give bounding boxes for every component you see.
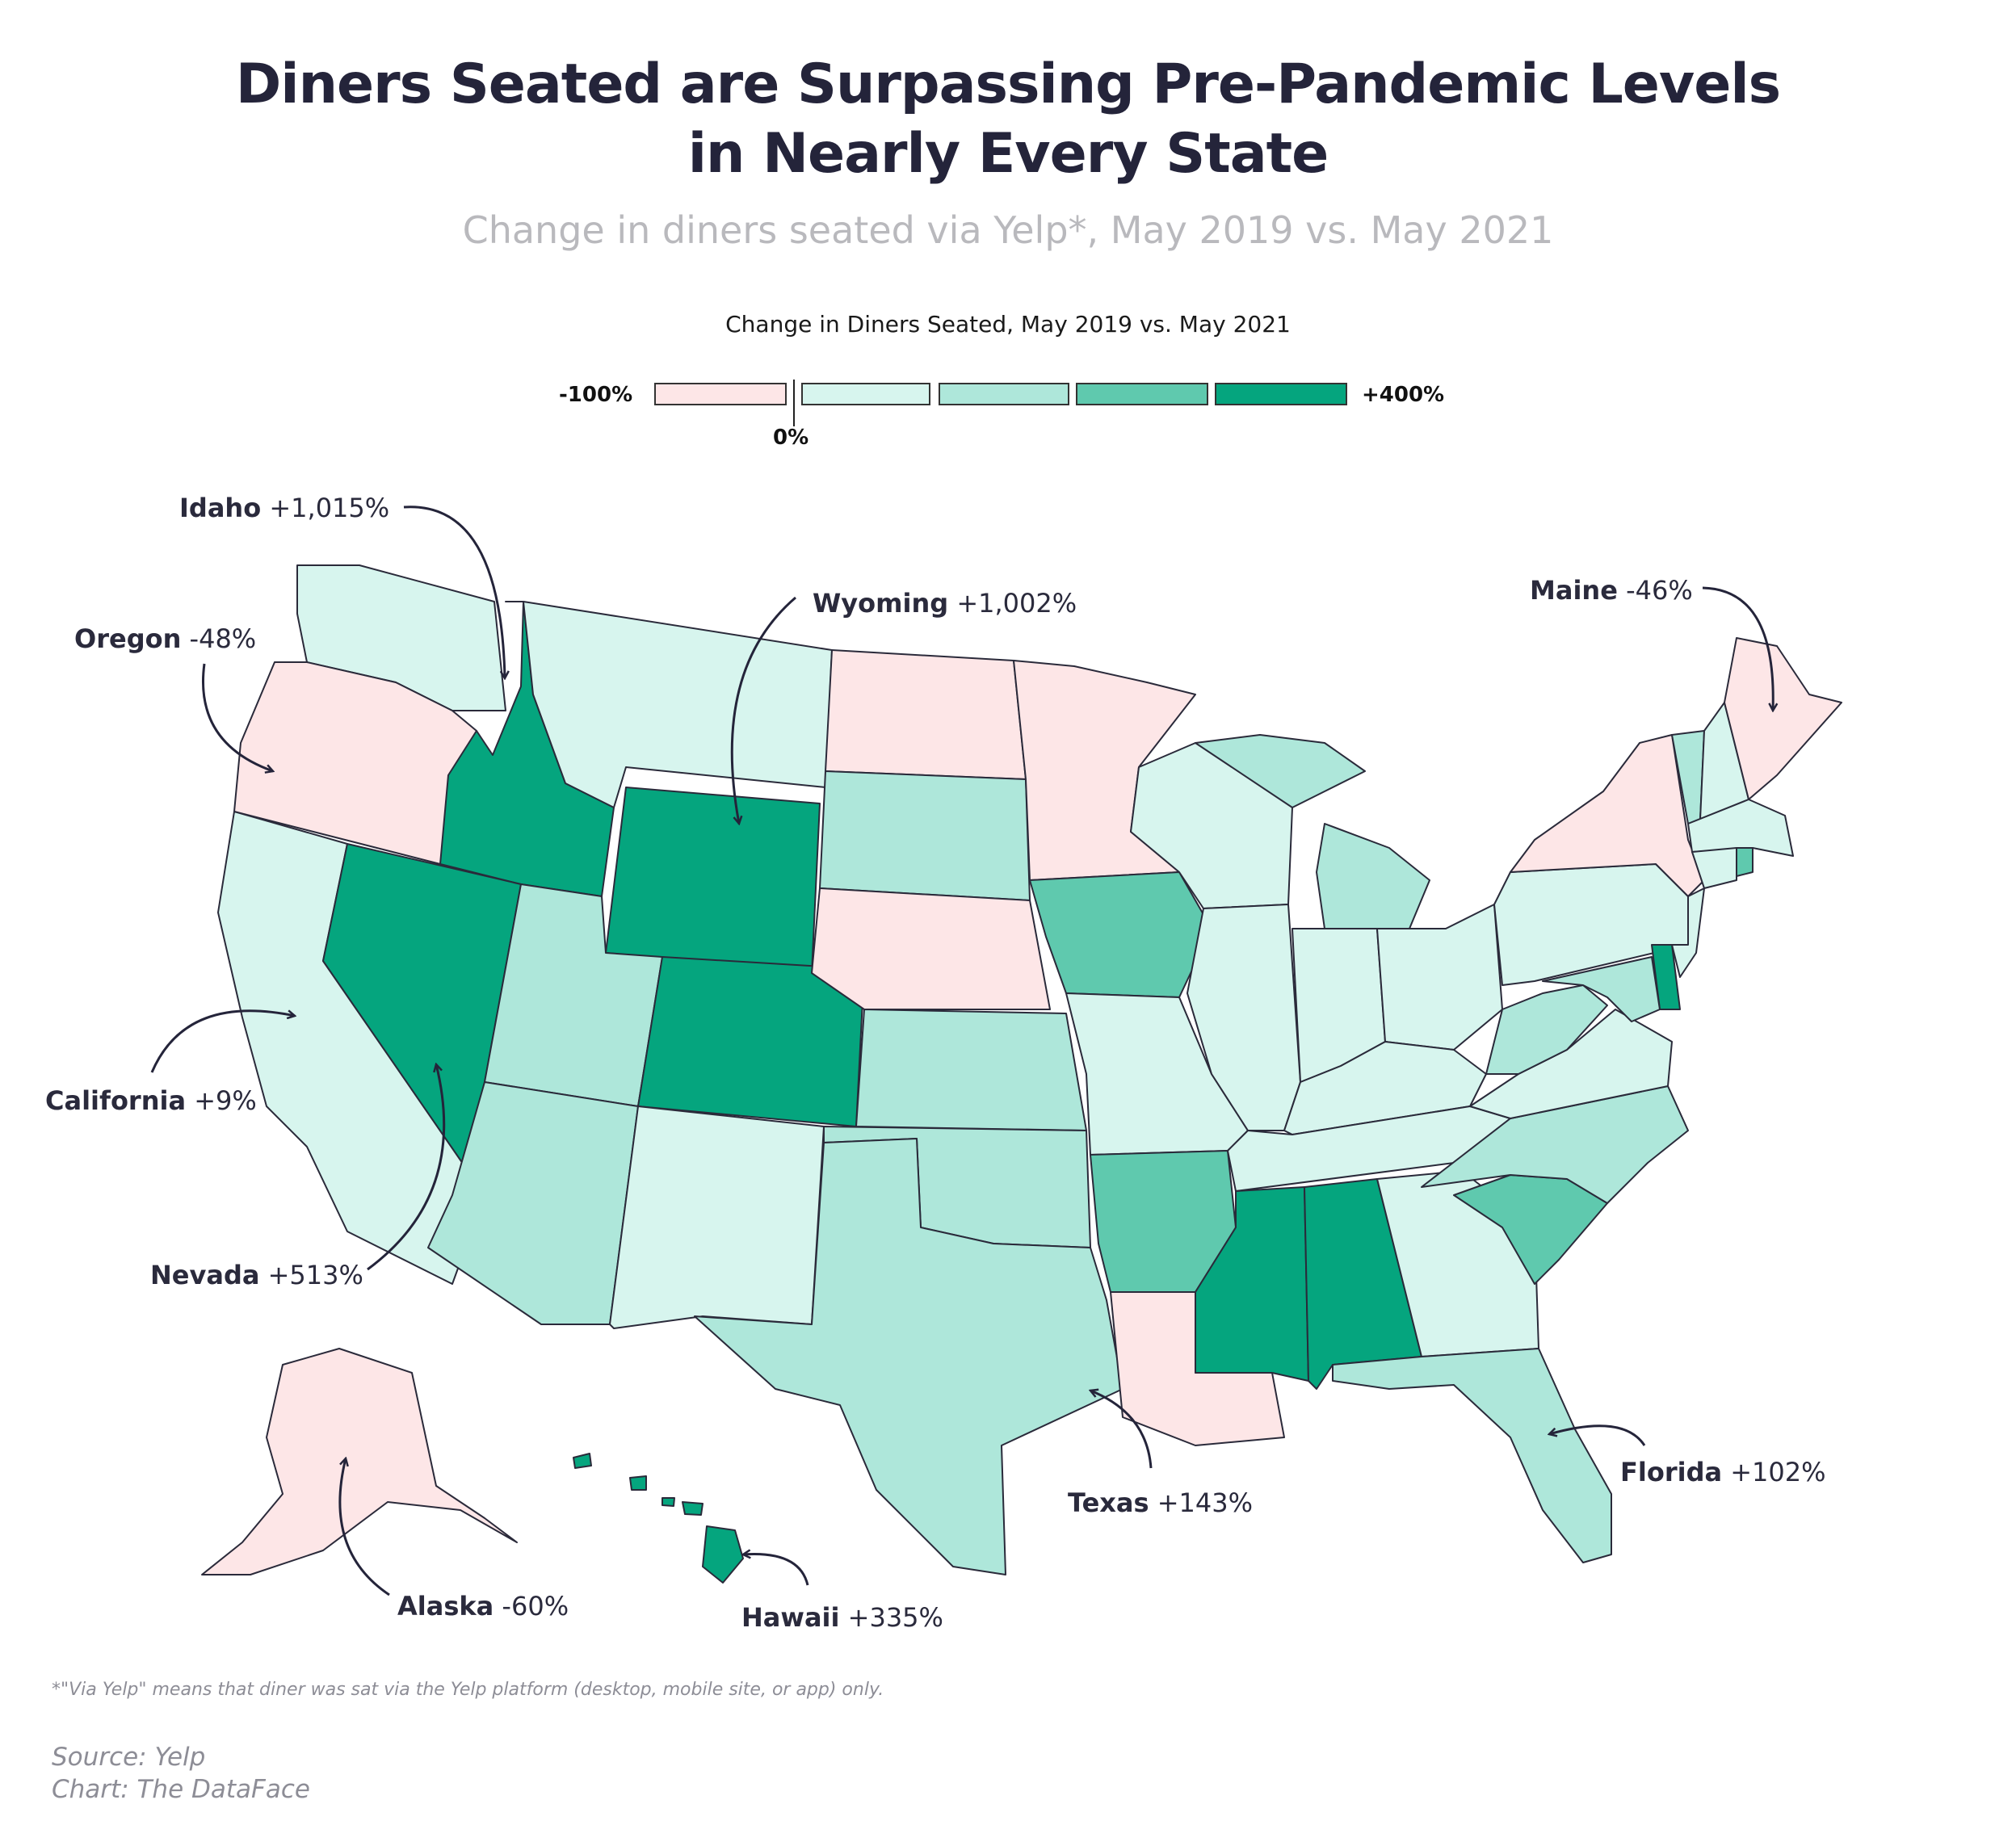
california-arrow	[150, 1011, 295, 1073]
legend-bin-2	[939, 383, 1069, 405]
legend-bin-4	[1215, 383, 1347, 405]
state-illinois	[1186, 904, 1301, 1131]
annotation-nevada: Nevada +513%	[150, 1260, 363, 1290]
legend-zero-tick	[793, 380, 795, 426]
annotation-nevada-state: Nevada	[150, 1260, 260, 1290]
state-texas	[694, 1138, 1124, 1575]
state-new-york	[1510, 734, 1705, 897]
oregon-arrow	[202, 663, 273, 771]
annotation-california-value: +9%	[194, 1085, 257, 1116]
state-new-mexico	[609, 1106, 825, 1329]
annotation-texas: Texas +143%	[1068, 1487, 1253, 1518]
annotation-wyoming: Wyoming +1,002%	[813, 588, 1077, 619]
state-rhode-island	[1736, 847, 1754, 877]
legend-title: Change in Diners Seated, May 2019 vs. Ma…	[725, 311, 1291, 338]
alaska-arrow	[338, 1458, 390, 1596]
state-south-dakota	[819, 770, 1031, 901]
legend-zero-label: 0%	[773, 426, 809, 450]
maine-arrow	[1702, 586, 1773, 711]
annotation-oregon: Oregon -48%	[74, 623, 256, 654]
legend-bin-1	[801, 383, 930, 405]
legend-bin-3	[1076, 383, 1208, 405]
annotation-wyoming-state: Wyoming	[813, 588, 949, 619]
florida-arrow	[1549, 1424, 1646, 1446]
annotation-wyoming-value: +1,002%	[956, 588, 1077, 619]
texas-arrow	[1090, 1391, 1153, 1469]
state-montana	[523, 601, 833, 808]
annotation-maine: Maine -46%	[1530, 575, 1693, 606]
annotation-oregon-state: Oregon	[74, 623, 182, 654]
chart-subtitle: Change in diners seated via Yelp*, May 2…	[462, 208, 1554, 252]
state-maryland	[1542, 956, 1661, 1022]
state-iowa	[1029, 871, 1212, 998]
chart-title-line-2: in Nearly Every State	[687, 122, 1329, 186]
annotation-texas-state: Texas	[1068, 1487, 1149, 1518]
source-note: Source: Yelp	[52, 1743, 206, 1772]
legend-max-label: +400%	[1362, 383, 1445, 407]
state-maine	[1724, 637, 1842, 800]
state-west-virginia	[1485, 984, 1608, 1075]
state-new-jersey	[1671, 887, 1705, 978]
legend-min-label: -100%	[559, 383, 633, 407]
annotation-alaska-state: Alaska	[397, 1591, 494, 1622]
annotation-idaho-value: +1,015%	[269, 493, 390, 523]
annotation-hawaii-state: Hawaii	[741, 1602, 840, 1633]
annotation-hawaii: Hawaii +335%	[741, 1602, 943, 1633]
chart-title-line-1: Diners Seated are Surpassing Pre-Pandemi…	[235, 52, 1781, 116]
annotation-california-state: California	[45, 1085, 187, 1116]
annotation-florida: Florida +102%	[1620, 1457, 1826, 1487]
annotation-oregon-value: -48%	[189, 623, 257, 654]
annotation-maine-state: Maine	[1530, 575, 1618, 606]
footnote: *"Via Yelp" means that diner was sat via…	[52, 1680, 884, 1700]
state-wyoming	[605, 787, 821, 974]
annotation-hawaii-value: +335%	[847, 1602, 943, 1633]
annotation-florida-value: +102%	[1730, 1457, 1826, 1487]
annotation-california: California +9%	[45, 1085, 257, 1116]
chart-credit: Chart: The DataFace	[52, 1775, 310, 1804]
state-kansas	[855, 1009, 1087, 1131]
state-florida	[1332, 1348, 1612, 1563]
annotation-alaska: Alaska -60%	[397, 1591, 569, 1622]
annotation-texas-value: +143%	[1157, 1487, 1254, 1518]
wyoming-arrow	[730, 596, 796, 824]
annotation-alaska-value: -60%	[502, 1591, 569, 1622]
annotation-florida-state: Florida	[1620, 1457, 1723, 1487]
idaho-arrow	[403, 506, 505, 678]
annotation-idaho: Idaho +1,015%	[179, 493, 389, 523]
state-nebraska	[811, 887, 1051, 1010]
annotation-nevada-value: +513%	[267, 1260, 363, 1290]
state-alaska	[201, 1348, 518, 1575]
hawaii-arrow	[743, 1554, 809, 1586]
annotation-maine-value: -46%	[1626, 575, 1693, 606]
state-connecticut	[1691, 847, 1737, 889]
legend-bin-negative	[654, 383, 787, 405]
annotation-idaho-state: Idaho	[179, 493, 262, 523]
state-north-dakota	[825, 649, 1027, 780]
nevada-arrow	[367, 1064, 446, 1271]
state-hawaii	[573, 1453, 744, 1584]
chart-title: Diners Seated are Surpassing Pre-Pandemi…	[0, 50, 2016, 189]
